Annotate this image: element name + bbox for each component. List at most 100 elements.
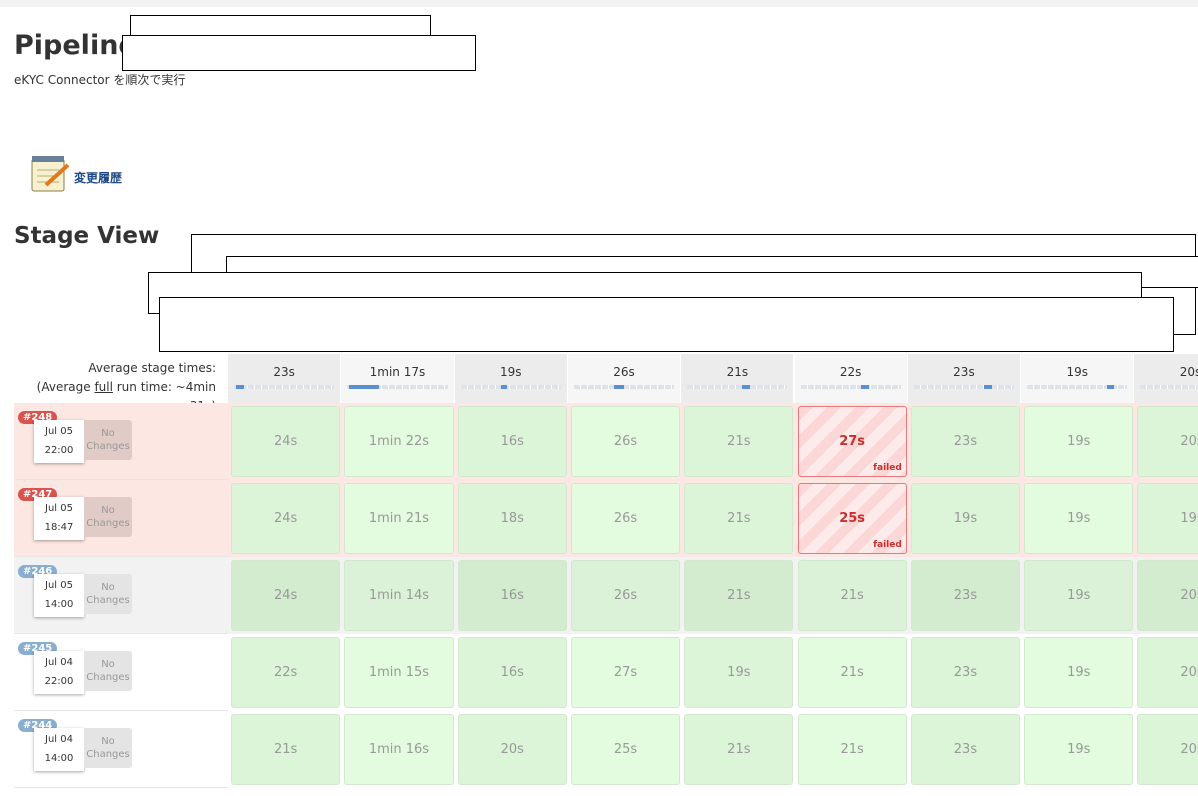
stage-view-title: Stage View [14,223,160,249]
progress-marker [614,385,625,389]
icon-pencil [44,163,70,187]
stage-cell[interactable]: 16s [457,560,567,631]
stage-cell[interactable]: 1min 22s [344,406,454,477]
duration: 20s [1180,434,1198,449]
changes: No Changes [84,420,132,460]
run-info: #248 Jul 05 22:00 No Changes [14,403,228,480]
run-date: Jul 04 22:00 [34,651,84,694]
stage-cell[interactable]: 25s [570,714,681,785]
stage-cell[interactable]: 26s [570,406,681,477]
stage-cell[interactable]: 19s [1024,714,1134,785]
stage-cell[interactable]: 26s [570,560,681,631]
stage-cell[interactable]: 27s failed [797,406,907,477]
stage-cell[interactable]: 18s [457,483,567,554]
duration: 19s [1067,511,1091,526]
duration: 21s [727,588,751,603]
stage-header: 23s [907,354,1022,403]
stage-cell[interactable]: 27s [570,637,681,708]
stage-cell[interactable]: 19s [1024,483,1134,554]
stage-cell[interactable]: 19s [1024,637,1134,708]
stage-cell[interactable]: 20s [1137,406,1198,477]
duration: 1min 15s [368,665,430,680]
progress-bar [347,385,448,389]
average-time: 21s [726,365,749,379]
average-time: 20s [1179,365,1198,379]
duration: 21s [727,742,751,757]
full-link[interactable]: full [94,380,113,394]
duration: 26s [613,588,638,603]
progress-marker [236,385,245,389]
stage-cell[interactable]: 1min 21s [344,483,454,554]
stage-cell[interactable]: 21s [684,483,794,554]
date: Jul 05 [45,426,73,437]
progress-marker [1107,385,1115,389]
duration: 19s [1067,434,1091,449]
stage-cell[interactable]: 1min 16s [344,714,454,785]
stage-header: 23s [228,354,342,403]
stage-cell[interactable]: 16s [457,406,567,477]
time: 14:00 [44,599,74,610]
stage-cell[interactable]: 19s [1137,483,1198,554]
run-info: #245 Jul 04 22:00 No Changes [14,634,228,711]
stage-cell[interactable]: 21s [684,714,794,785]
average-time: 23s [273,365,295,379]
stage-header: 1min 17s [341,354,455,403]
stage-cell[interactable]: 24s [231,483,341,554]
stage-cell[interactable]: 21s [797,560,907,631]
stage-cell[interactable]: 25s failed [797,483,907,554]
subtitle: eKYC Connector を順次で実行 [14,73,186,87]
stage-cell[interactable]: 21s [797,637,907,708]
duration: 1min 16s [368,742,430,757]
stage-cell[interactable]: 20s [1137,560,1198,631]
duration: 19s [1180,511,1198,526]
stage-cell[interactable]: 19s [910,483,1021,554]
stage-cell[interactable]: 19s [1024,406,1134,477]
progress-bar [234,385,335,389]
duration: 18s [500,511,524,526]
redaction [159,297,1174,352]
run-date: Jul 05 18:47 [34,497,84,540]
stage-cell[interactable]: 21s [231,714,341,785]
stage-cell[interactable]: 21s [797,714,907,785]
changes-link[interactable]: 変更履歴 [74,171,123,185]
stage-header: 20s [1134,354,1198,403]
changes: No Changes [84,728,132,768]
stage-header: 22s [794,354,908,403]
stage-cell[interactable]: 26s [570,483,681,554]
run-info: #247 Jul 05 18:47 No Changes [14,480,228,557]
duration: 19s [953,511,978,526]
duration: 26s [613,511,638,526]
stage-cell[interactable]: 24s [231,406,341,477]
stage-cell[interactable]: 1min 15s [344,637,454,708]
stage-cell[interactable]: 19s [1024,560,1134,631]
duration: 20s [1180,588,1198,603]
stage-cell[interactable]: 1min 14s [344,560,454,631]
stage-cell[interactable]: 21s [684,560,794,631]
stage-cell[interactable]: 20s [1137,637,1198,708]
stage-cell[interactable]: 23s [910,406,1021,477]
page-title: Pipeline [14,30,137,61]
stage-cell[interactable]: 16s [457,637,567,708]
stage-cell[interactable]: 22s [231,637,341,708]
duration: 16s [500,588,524,603]
stage-cell[interactable]: 24s [231,560,341,631]
duration: 19s [727,665,751,680]
stage-cell[interactable]: 23s [910,637,1021,708]
date: Jul 04 [45,734,73,745]
stage-header: 19s [454,354,568,403]
status-note: failed [873,540,902,550]
stage-cell[interactable]: 19s [684,637,794,708]
stage-cell[interactable]: 21s [684,406,794,477]
stage-cell[interactable]: 20s [457,714,567,785]
stage-cell[interactable]: 20s [1137,714,1198,785]
stage-header: 26s [567,354,682,403]
progress-marker [860,385,869,389]
duration: 21s [840,742,864,757]
date: Jul 05 [45,580,73,591]
date: Jul 05 [45,503,73,514]
progress-bar [687,385,788,389]
time: 14:00 [44,753,74,764]
stage-cell[interactable]: 23s [910,714,1021,785]
stage-cell[interactable]: 23s [910,560,1021,631]
progress-bar [1027,385,1128,389]
